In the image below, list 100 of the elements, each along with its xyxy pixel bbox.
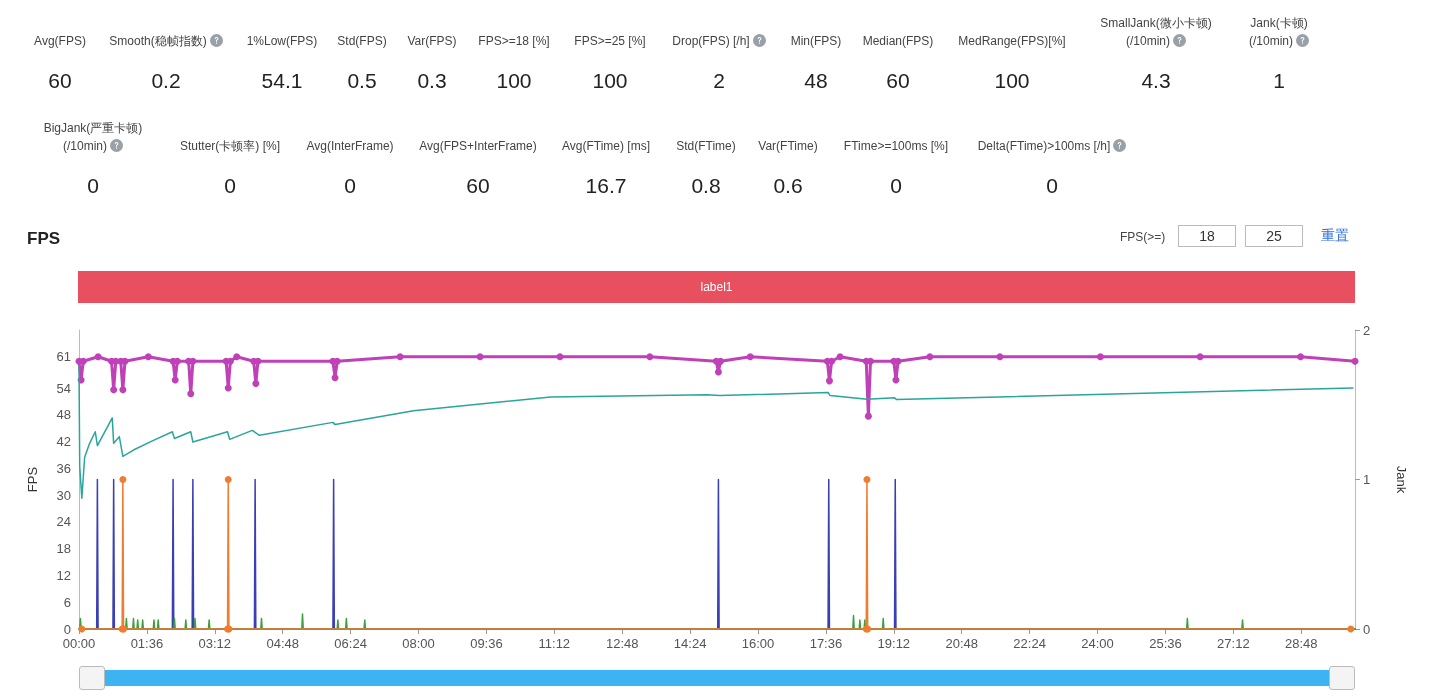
point: [476, 353, 484, 361]
x-tick-label: 16:00: [741, 636, 775, 651]
x-tick-label: 17:36: [809, 636, 843, 651]
x-tick-label: 00:00: [62, 636, 96, 651]
category-label: FTime>=100ms [%]: [843, 139, 949, 153]
category-label: BigJank(严重卡顿) (/10min): [43, 121, 143, 153]
data-label: 16.7: [584, 174, 628, 198]
x-tick-label: 28:48: [1284, 636, 1318, 651]
chart-title: FPS: [27, 229, 61, 249]
point: [171, 376, 179, 384]
x-tick-label: 11:12: [538, 636, 571, 651]
data-label: 0.3: [417, 69, 447, 92]
data-label: 0: [86, 174, 100, 198]
x-tick-label: 01:36: [130, 636, 164, 651]
point: [825, 377, 833, 385]
data-label: 0.8: [690, 174, 722, 198]
category-label: Var(FPS): [407, 34, 457, 48]
category-label: Var(FTime): [758, 139, 818, 153]
x-tick-label: 24:00: [1081, 636, 1114, 651]
y-tick-label: 0: [63, 621, 71, 637]
data-label: 2: [712, 69, 726, 93]
point: [1351, 357, 1359, 365]
y-tick-label: 12: [56, 567, 71, 583]
y2-tick-label: 2: [1363, 322, 1371, 338]
x-tick-label: 12:48: [605, 636, 639, 651]
threshold-field: 25: [1245, 225, 1303, 247]
category-label: SmallJank(微小卡顿) (/10min): [1099, 15, 1213, 50]
y2-tick-label: 1: [1363, 472, 1371, 487]
y-tick-label: 18: [56, 541, 71, 557]
y-axis-title: FPS: [25, 466, 40, 493]
data-label: 100: [495, 69, 533, 93]
point: [396, 353, 404, 361]
x-tick-label: 03:12: [198, 636, 232, 651]
point: [252, 380, 260, 388]
point: [1297, 353, 1305, 361]
y-tick-label: 48: [56, 407, 71, 423]
x-tick-label: 14:24: [673, 636, 707, 651]
point: [224, 384, 232, 392]
point: [331, 374, 339, 382]
y-tick-label: 24: [56, 514, 71, 530]
x-tick-label: 27:12: [1217, 636, 1250, 651]
point: [926, 353, 934, 361]
point: [1196, 353, 1204, 361]
y2-axis-title: Jank: [1394, 465, 1409, 494]
category-label: FPS>=25 [%]: [574, 34, 646, 48]
category-label: Jank(卡顿) (/10min): [1248, 16, 1308, 48]
label-track: label1: [78, 271, 1355, 303]
x-tick-label: 06:24: [334, 636, 367, 651]
point: [233, 353, 241, 361]
x-tick-label: 22:24: [1013, 636, 1046, 651]
category-label: Avg(FPS): [34, 34, 86, 48]
y-tick-label: 61: [56, 349, 71, 365]
y-tick-label: 30: [56, 487, 71, 503]
category-label: Avg(InterFrame): [306, 139, 394, 153]
point: [894, 357, 902, 365]
x-tick-label: 25:36: [1149, 636, 1182, 651]
point: [1096, 353, 1104, 361]
x-tick-label: 04:48: [266, 636, 299, 651]
category-label: Smooth(稳帧指数): [109, 34, 207, 48]
y-tick-label: 42: [56, 434, 71, 450]
y2-tick-label: 0: [1363, 621, 1371, 637]
data-label: 0: [223, 174, 237, 198]
category-label: Avg(FPS+InterFrame): [419, 139, 537, 153]
data-label: 60: [47, 69, 73, 93]
data-label: 0.5: [347, 69, 377, 92]
data-label: 100: [591, 69, 629, 93]
threshold-field: 18: [1178, 225, 1236, 247]
point: [714, 368, 722, 376]
y-tick-label: 36: [56, 460, 71, 476]
category-label: Delta(FTime)>100ms [/h]: [976, 138, 1112, 155]
x-tick-label: 08:00: [402, 636, 435, 651]
data-label: 60: [465, 174, 491, 198]
data-label: 0.2: [150, 69, 182, 93]
point: [996, 353, 1004, 361]
point: [717, 357, 725, 365]
point: [189, 357, 197, 365]
point: [254, 357, 262, 365]
category-label: Min(FPS): [790, 34, 842, 48]
x-tick-label: 09:36: [470, 636, 503, 651]
category-label: Avg(FTime) [ms]: [561, 139, 650, 153]
point: [121, 357, 129, 365]
category-label: 1%Low(FPS): [246, 34, 318, 48]
category-label: MedRange(FPS)[%]: [958, 34, 1066, 48]
category-label: Stutter(卡顿率) [%]: [179, 139, 280, 153]
data-label: 48: [803, 69, 829, 93]
data-label: 54.1: [260, 69, 304, 93]
point: [94, 353, 102, 361]
point: [864, 412, 872, 420]
point: [144, 353, 152, 361]
category-label: Drop(FPS) [/h]: [672, 34, 750, 48]
category-label: Median(FPS): [862, 34, 934, 48]
data-label: 0: [889, 174, 903, 198]
data-label: 1: [1272, 69, 1286, 93]
y-tick-label: 54: [56, 380, 71, 396]
data-label: 60: [885, 69, 911, 93]
point: [646, 353, 654, 361]
y-tick-label: 6: [63, 594, 71, 610]
text: 重置: [1321, 227, 1349, 245]
point: [110, 386, 118, 394]
point: [836, 353, 844, 361]
